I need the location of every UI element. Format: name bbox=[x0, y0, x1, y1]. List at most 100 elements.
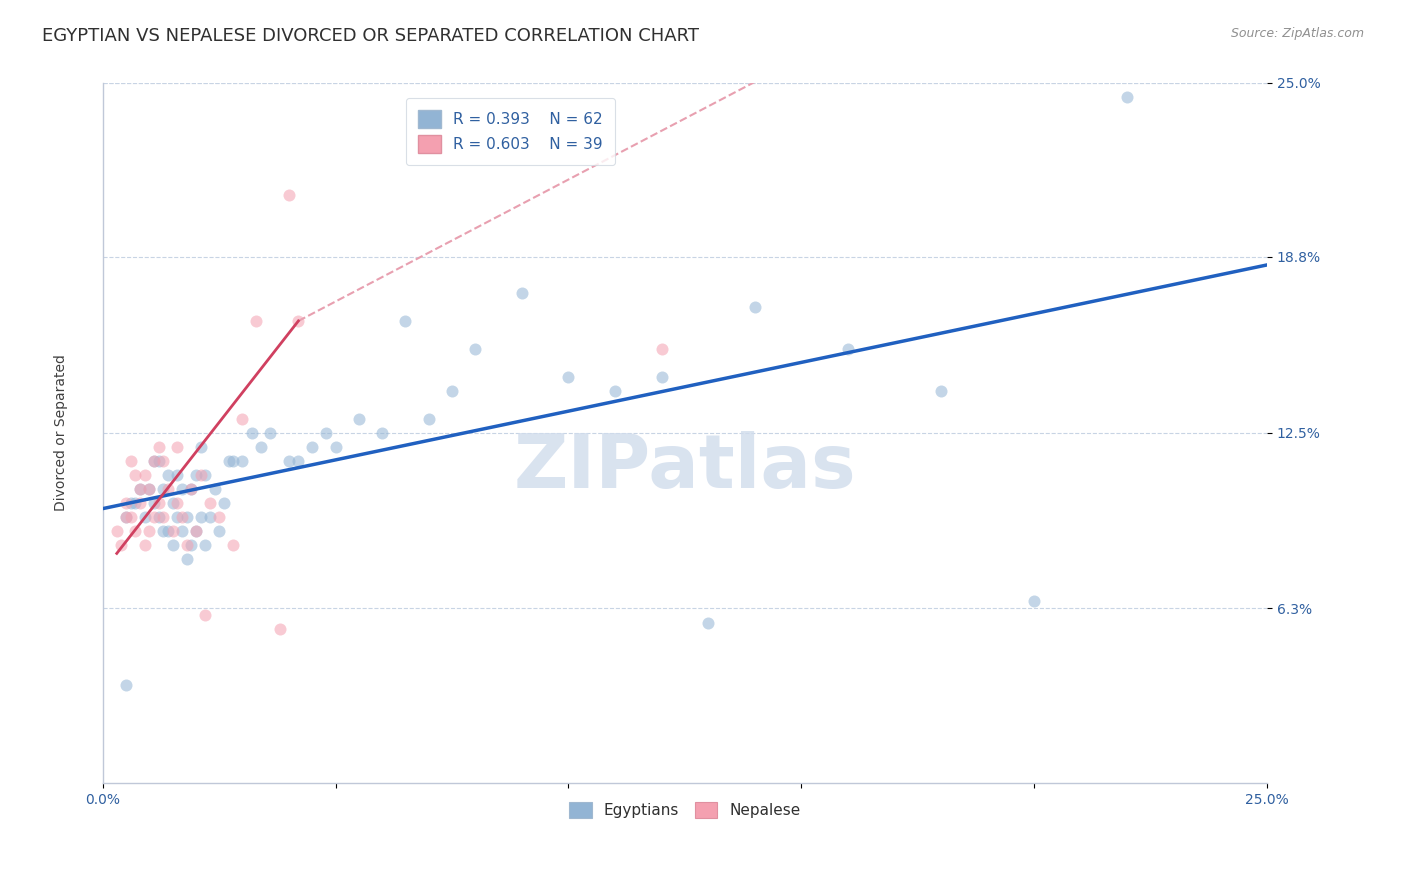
Point bbox=[170, 524, 193, 538]
Point bbox=[120, 454, 142, 468]
Point bbox=[651, 370, 673, 384]
Point bbox=[148, 496, 170, 510]
Point bbox=[143, 454, 166, 468]
Point bbox=[245, 314, 267, 328]
Point bbox=[176, 510, 198, 524]
Point bbox=[184, 524, 207, 538]
Point bbox=[110, 538, 132, 552]
Point bbox=[278, 454, 301, 468]
Point bbox=[129, 496, 152, 510]
Point bbox=[115, 678, 138, 692]
Point bbox=[115, 496, 138, 510]
Point bbox=[115, 510, 138, 524]
Point bbox=[194, 468, 217, 483]
Point bbox=[278, 188, 301, 202]
Point bbox=[198, 496, 221, 510]
Point bbox=[190, 510, 212, 524]
Point bbox=[134, 538, 156, 552]
Point bbox=[194, 538, 217, 552]
Point bbox=[184, 468, 207, 483]
Point bbox=[929, 384, 952, 398]
Point bbox=[162, 524, 184, 538]
Point bbox=[603, 384, 626, 398]
Point bbox=[166, 440, 188, 454]
Point bbox=[152, 454, 174, 468]
Point bbox=[170, 482, 193, 496]
Point bbox=[120, 510, 142, 524]
Point bbox=[440, 384, 463, 398]
Point bbox=[162, 538, 184, 552]
Point bbox=[1116, 90, 1139, 104]
Point bbox=[162, 496, 184, 510]
Point bbox=[240, 425, 263, 440]
Point bbox=[129, 482, 152, 496]
Point bbox=[212, 496, 235, 510]
Point bbox=[105, 524, 128, 538]
Point bbox=[115, 510, 138, 524]
Point bbox=[301, 440, 323, 454]
Point bbox=[651, 342, 673, 356]
Point bbox=[510, 285, 533, 300]
Point bbox=[148, 440, 170, 454]
Point bbox=[152, 510, 174, 524]
Point bbox=[143, 510, 166, 524]
Point bbox=[1022, 594, 1045, 608]
Legend: Egyptians, Nepalese: Egyptians, Nepalese bbox=[562, 797, 807, 824]
Point bbox=[464, 342, 486, 356]
Text: Divorced or Separated: Divorced or Separated bbox=[53, 354, 67, 511]
Point bbox=[198, 510, 221, 524]
Point bbox=[837, 342, 859, 356]
Point bbox=[152, 524, 174, 538]
Point bbox=[222, 454, 245, 468]
Point bbox=[287, 454, 309, 468]
Point bbox=[138, 482, 160, 496]
Point bbox=[134, 468, 156, 483]
Point bbox=[176, 538, 198, 552]
Point bbox=[287, 314, 309, 328]
Point bbox=[120, 496, 142, 510]
Point bbox=[208, 524, 231, 538]
Point bbox=[180, 482, 202, 496]
Point bbox=[180, 482, 202, 496]
Point bbox=[347, 412, 370, 426]
Point bbox=[269, 622, 291, 636]
Point bbox=[166, 468, 188, 483]
Point bbox=[143, 454, 166, 468]
Point bbox=[148, 510, 170, 524]
Point bbox=[166, 510, 188, 524]
Point bbox=[176, 552, 198, 566]
Point bbox=[744, 300, 766, 314]
Point bbox=[138, 524, 160, 538]
Point bbox=[134, 510, 156, 524]
Point bbox=[190, 468, 212, 483]
Point bbox=[124, 524, 146, 538]
Point bbox=[315, 425, 337, 440]
Point bbox=[218, 454, 240, 468]
Point bbox=[124, 496, 146, 510]
Point bbox=[143, 496, 166, 510]
Point bbox=[325, 440, 347, 454]
Point bbox=[231, 454, 253, 468]
Point bbox=[371, 425, 394, 440]
Point bbox=[148, 454, 170, 468]
Point bbox=[222, 538, 245, 552]
Point bbox=[204, 482, 226, 496]
Point bbox=[156, 468, 179, 483]
Point bbox=[418, 412, 440, 426]
Point bbox=[697, 616, 720, 631]
Point bbox=[180, 538, 202, 552]
Point bbox=[394, 314, 416, 328]
Point bbox=[152, 482, 174, 496]
Point bbox=[170, 510, 193, 524]
Text: ZIPatlas: ZIPatlas bbox=[513, 432, 856, 505]
Point bbox=[190, 440, 212, 454]
Point bbox=[156, 482, 179, 496]
Point bbox=[166, 496, 188, 510]
Text: EGYPTIAN VS NEPALESE DIVORCED OR SEPARATED CORRELATION CHART: EGYPTIAN VS NEPALESE DIVORCED OR SEPARAT… bbox=[42, 27, 699, 45]
Point bbox=[124, 468, 146, 483]
Point bbox=[184, 524, 207, 538]
Point bbox=[138, 482, 160, 496]
Point bbox=[231, 412, 253, 426]
Point bbox=[250, 440, 273, 454]
Text: Source: ZipAtlas.com: Source: ZipAtlas.com bbox=[1230, 27, 1364, 40]
